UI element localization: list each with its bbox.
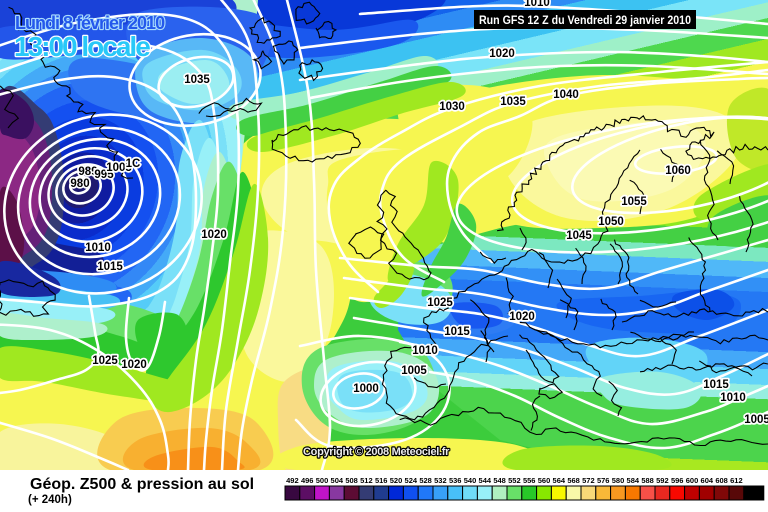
svg-text:516: 516 xyxy=(375,476,388,485)
svg-text:1035: 1035 xyxy=(500,96,526,108)
svg-text:1005: 1005 xyxy=(744,414,768,426)
svg-text:612: 612 xyxy=(730,476,743,485)
svg-text:512: 512 xyxy=(360,476,373,485)
svg-text:532: 532 xyxy=(434,476,447,485)
svg-text:1030: 1030 xyxy=(439,101,465,113)
svg-text:604: 604 xyxy=(701,476,714,485)
svg-text:576: 576 xyxy=(597,476,610,485)
svg-text:556: 556 xyxy=(523,476,536,485)
svg-text:1025: 1025 xyxy=(92,355,118,367)
svg-text:1050: 1050 xyxy=(598,216,624,228)
svg-text:564: 564 xyxy=(553,476,566,485)
svg-text:492: 492 xyxy=(286,476,299,485)
svg-text:588: 588 xyxy=(641,476,654,485)
svg-text:592: 592 xyxy=(656,476,669,485)
svg-text:548: 548 xyxy=(493,476,506,485)
svg-text:568: 568 xyxy=(567,476,580,485)
svg-text:608: 608 xyxy=(715,476,728,485)
svg-text:496: 496 xyxy=(301,476,314,485)
svg-text:1010: 1010 xyxy=(85,242,111,254)
svg-text:Run GFS 12 Z du Vendredi 29 ja: Run GFS 12 Z du Vendredi 29 janvier 2010 xyxy=(479,13,691,27)
svg-text:528: 528 xyxy=(419,476,432,485)
svg-text:1C: 1C xyxy=(126,158,141,170)
svg-text:520: 520 xyxy=(390,476,403,485)
svg-text:1025: 1025 xyxy=(427,297,453,309)
svg-text:13:00 locale: 13:00 locale xyxy=(14,31,150,62)
svg-text:Copyright © 2008 Meteociel.fr: Copyright © 2008 Meteociel.fr xyxy=(303,446,450,458)
svg-text:1015: 1015 xyxy=(97,261,123,273)
svg-text:584: 584 xyxy=(627,476,640,485)
svg-text:552: 552 xyxy=(508,476,521,485)
svg-text:1010: 1010 xyxy=(720,392,746,404)
svg-text:980: 980 xyxy=(70,178,89,190)
svg-text:1010: 1010 xyxy=(412,345,438,357)
svg-text:1020: 1020 xyxy=(489,48,515,60)
svg-text:572: 572 xyxy=(582,476,595,485)
svg-text:1035: 1035 xyxy=(184,74,210,86)
svg-text:1045: 1045 xyxy=(566,230,592,242)
svg-text:(+ 240h): (+ 240h) xyxy=(28,494,72,506)
svg-text:1000: 1000 xyxy=(353,383,379,395)
svg-text:1015: 1015 xyxy=(444,326,470,338)
svg-text:600: 600 xyxy=(686,476,699,485)
svg-text:504: 504 xyxy=(331,476,344,485)
svg-text:580: 580 xyxy=(612,476,625,485)
svg-text:1055: 1055 xyxy=(621,196,647,208)
svg-text:536: 536 xyxy=(449,476,462,485)
svg-text:1020: 1020 xyxy=(509,311,535,323)
svg-text:500: 500 xyxy=(316,476,329,485)
svg-text:1010: 1010 xyxy=(524,0,550,9)
svg-text:Géop. Z500 & pression au sol: Géop. Z500 & pression au sol xyxy=(30,476,254,493)
svg-text:989: 989 xyxy=(78,166,97,178)
svg-text:508: 508 xyxy=(345,476,358,485)
svg-text:1005: 1005 xyxy=(401,365,427,377)
svg-text:1020: 1020 xyxy=(201,229,227,241)
svg-text:596: 596 xyxy=(671,476,684,485)
svg-text:1015: 1015 xyxy=(703,379,729,391)
svg-text:544: 544 xyxy=(479,476,492,485)
svg-text:995: 995 xyxy=(94,169,114,181)
svg-text:1040: 1040 xyxy=(553,89,579,101)
svg-text:560: 560 xyxy=(538,476,551,485)
svg-text:1005: 1005 xyxy=(106,162,132,174)
svg-text:1060: 1060 xyxy=(665,165,691,177)
svg-text:524: 524 xyxy=(405,476,418,485)
svg-text:540: 540 xyxy=(464,476,477,485)
svg-text:1020: 1020 xyxy=(121,359,147,371)
svg-text:Lundi 8 février 2010: Lundi 8 février 2010 xyxy=(15,13,165,33)
